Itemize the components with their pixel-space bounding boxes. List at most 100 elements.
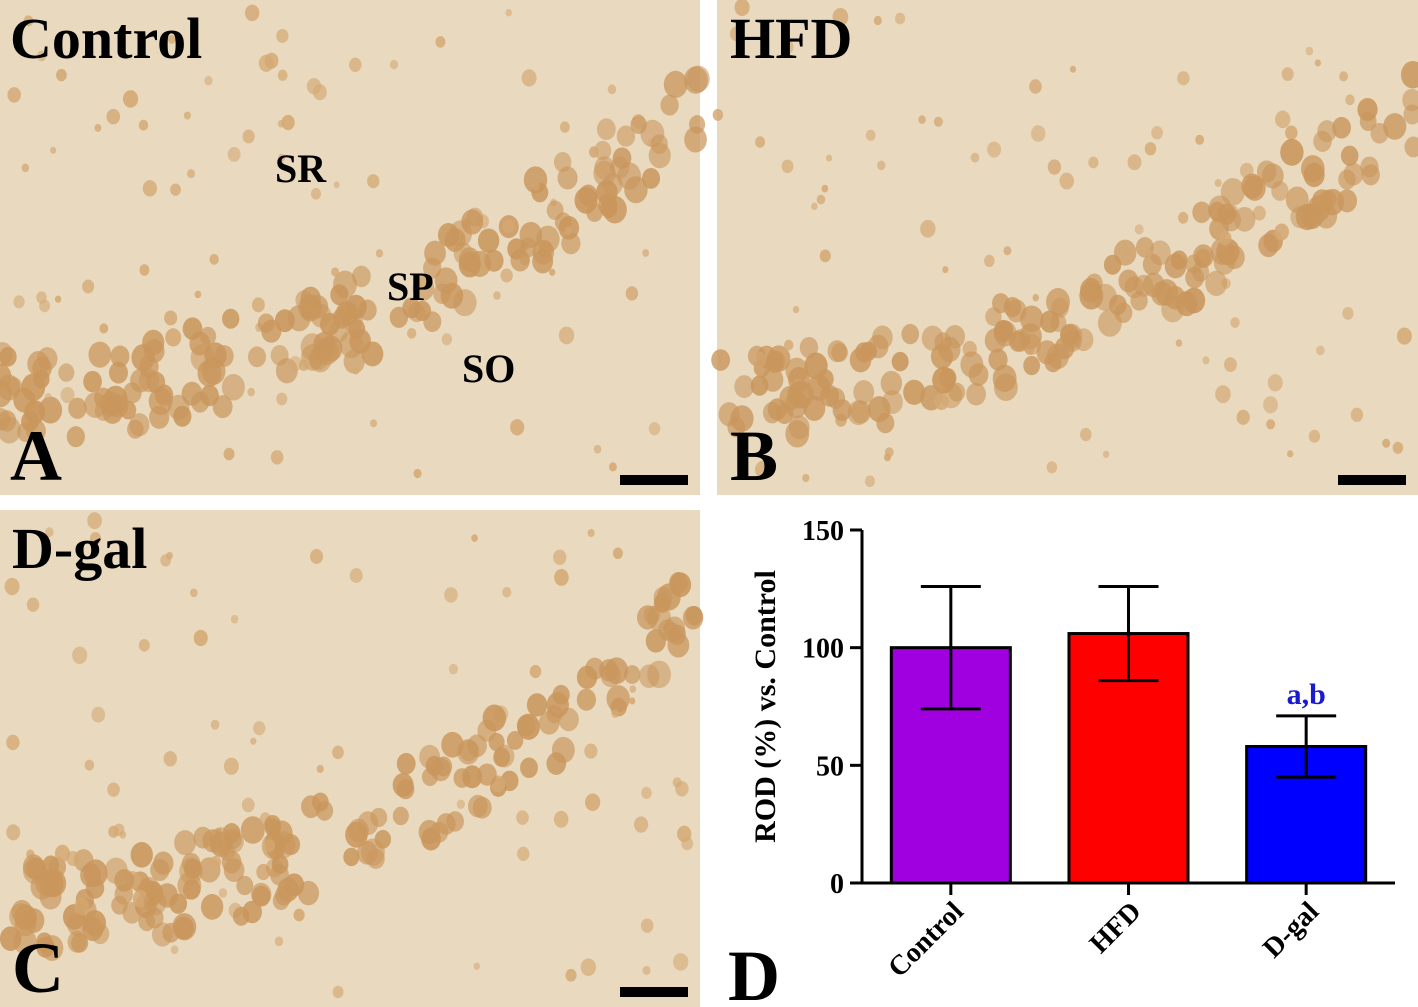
- cell: [538, 710, 560, 735]
- cell: [82, 279, 95, 294]
- cell: [72, 646, 88, 665]
- cell: [993, 373, 1018, 402]
- cell: [816, 194, 826, 205]
- cell: [444, 587, 458, 603]
- cell: [1317, 120, 1337, 143]
- cell: [319, 312, 340, 336]
- cell: [920, 219, 936, 238]
- cell: [1404, 136, 1418, 158]
- cell: [56, 68, 67, 82]
- cell: [437, 223, 459, 247]
- cell: [1215, 385, 1231, 404]
- cell: [783, 339, 794, 351]
- cell: [456, 799, 465, 809]
- cell: [1301, 155, 1325, 183]
- cell: [1402, 88, 1418, 112]
- cell: [241, 797, 255, 813]
- cell: [711, 349, 730, 371]
- cell: [352, 265, 371, 288]
- cell: [1127, 154, 1142, 171]
- cell: [461, 209, 484, 235]
- cell: [106, 108, 121, 125]
- cell: [662, 622, 681, 643]
- cell: [826, 387, 846, 409]
- y-axis-label: ROD (%) vs. Control: [749, 570, 782, 843]
- cell: [199, 326, 217, 346]
- cell: [298, 359, 309, 371]
- y-tick-label: 100: [802, 634, 844, 665]
- cell: [1361, 164, 1380, 186]
- cell: [510, 419, 525, 436]
- cell: [218, 888, 228, 898]
- cell: [781, 159, 794, 174]
- cell: [1202, 356, 1210, 365]
- cell: [1020, 305, 1044, 333]
- cell: [83, 859, 108, 887]
- cell: [181, 381, 203, 406]
- cell: [1340, 145, 1359, 166]
- cell: [316, 764, 324, 774]
- cell: [333, 181, 340, 189]
- cell: [1088, 156, 1099, 169]
- cell: [99, 323, 109, 334]
- cell: [274, 936, 284, 947]
- cell: [788, 415, 810, 440]
- cell: [580, 958, 597, 977]
- cell: [0, 410, 17, 432]
- cell: [532, 239, 555, 265]
- x-tick-label: Control: [882, 896, 970, 984]
- y-tick-label: 150: [802, 516, 844, 547]
- cell: [1345, 94, 1355, 106]
- cell: [1029, 79, 1042, 94]
- cell: [423, 257, 442, 279]
- cell: [278, 153, 286, 163]
- cell: [1220, 178, 1245, 206]
- cell: [122, 90, 139, 108]
- cell: [165, 328, 182, 347]
- cell: [89, 532, 102, 545]
- cell: [281, 114, 295, 131]
- cell: [934, 393, 949, 411]
- cell: [960, 351, 984, 378]
- cell: [1195, 248, 1212, 268]
- cell: [183, 111, 191, 120]
- cell: [594, 156, 615, 180]
- cell: [599, 659, 619, 682]
- cell: [1097, 309, 1122, 337]
- cell: [819, 249, 831, 263]
- cell: [37, 347, 58, 371]
- cell: [663, 70, 688, 99]
- cell: [611, 709, 619, 718]
- cell: [987, 141, 1002, 158]
- micrograph: [0, 0, 700, 495]
- cell: [230, 614, 239, 624]
- cell: [119, 400, 137, 420]
- cell: [413, 468, 422, 479]
- cell: [734, 375, 755, 398]
- cell: [242, 129, 255, 144]
- cell: [1022, 333, 1042, 355]
- y-tick-label: 0: [830, 869, 844, 900]
- cell: [1332, 116, 1351, 139]
- cell: [236, 875, 254, 896]
- cell: [1400, 60, 1418, 89]
- cell: [110, 345, 130, 368]
- cell: [458, 247, 481, 272]
- cell: [816, 369, 834, 389]
- cell: [209, 253, 219, 265]
- cell: [850, 400, 872, 424]
- cell: [712, 108, 724, 121]
- cell: [762, 401, 782, 424]
- cell: [467, 794, 488, 818]
- cell: [558, 707, 579, 732]
- cell: [23, 400, 45, 426]
- cell: [1305, 46, 1314, 56]
- cell: [1023, 355, 1041, 376]
- cell: [370, 419, 378, 428]
- cell: [1192, 201, 1212, 224]
- cell: [1103, 254, 1122, 275]
- cell: [36, 291, 47, 304]
- cell: [250, 737, 257, 745]
- cell: [532, 182, 540, 191]
- cell: [352, 366, 360, 375]
